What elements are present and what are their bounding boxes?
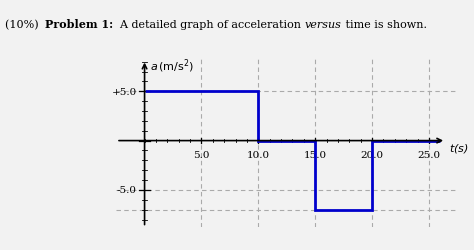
Text: 10.0: 10.0	[247, 151, 270, 160]
Text: $a\,(\mathrm{m/s}^2)$: $a\,(\mathrm{m/s}^2)$	[150, 58, 194, 75]
Text: 20.0: 20.0	[361, 151, 383, 160]
Text: +5.0: +5.0	[111, 88, 137, 96]
Text: (10%): (10%)	[5, 20, 46, 30]
Text: Problem 1:: Problem 1:	[46, 19, 113, 30]
Text: time is shown.: time is shown.	[342, 20, 427, 30]
Text: $t$(s): $t$(s)	[449, 142, 469, 154]
Text: versus: versus	[305, 20, 342, 30]
Text: 15.0: 15.0	[304, 151, 327, 160]
Text: 5.0: 5.0	[193, 151, 210, 160]
Text: 25.0: 25.0	[418, 151, 440, 160]
Text: A detailed graph of acceleration: A detailed graph of acceleration	[113, 20, 305, 30]
Text: -5.0: -5.0	[117, 186, 137, 195]
